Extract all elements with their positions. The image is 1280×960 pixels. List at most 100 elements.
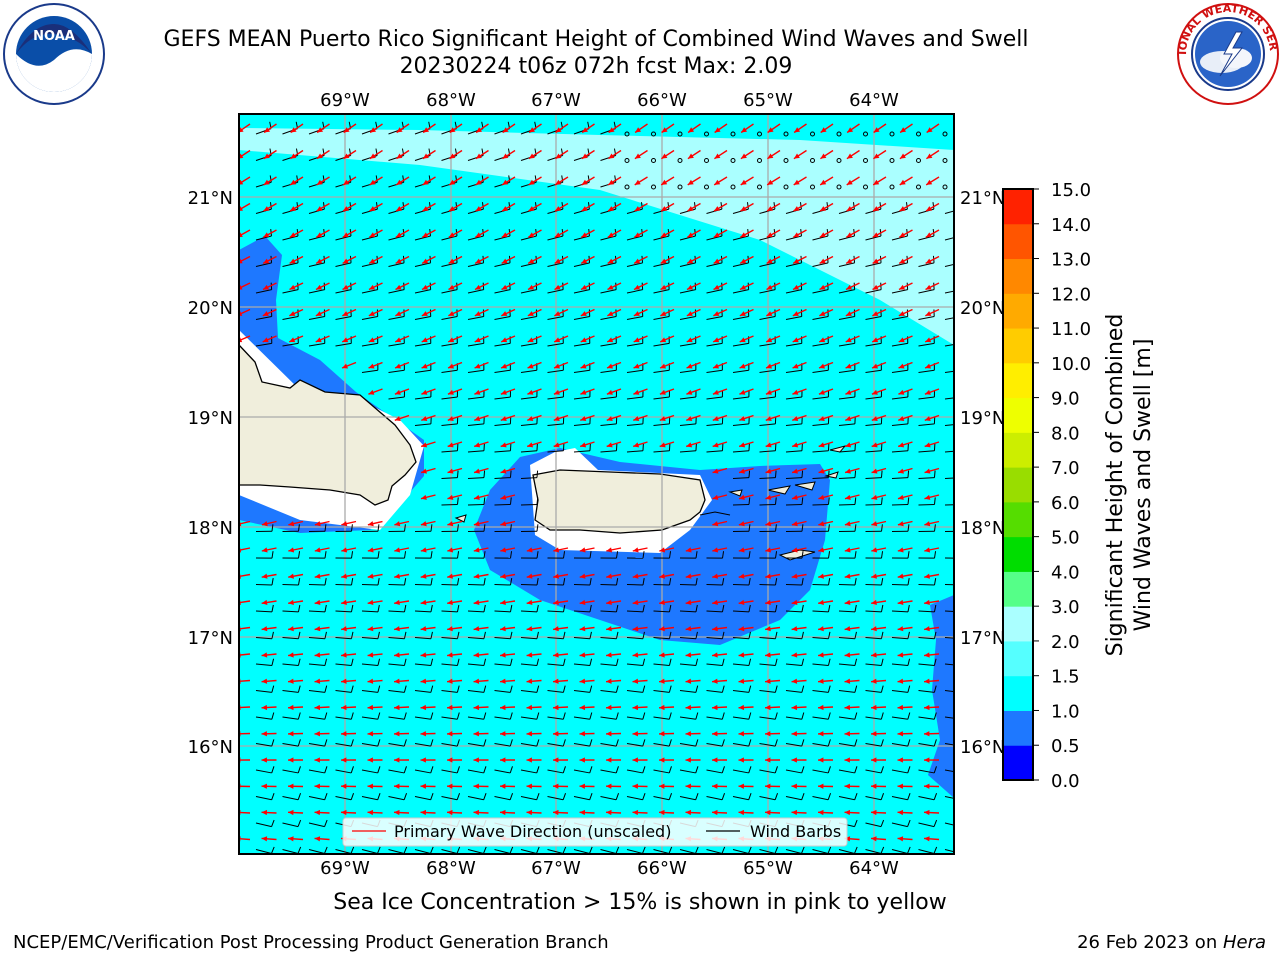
wave-direction-arrow xyxy=(767,149,781,160)
wave-direction-arrow xyxy=(659,388,675,395)
wave-direction-arrow xyxy=(791,547,807,553)
wind-barb xyxy=(441,416,459,426)
wave-direction-arrow xyxy=(738,757,754,763)
lon-label-bottom: 69°W xyxy=(320,858,370,879)
wind-barb xyxy=(704,184,709,190)
wind-barb xyxy=(918,551,937,559)
wind-barb xyxy=(812,497,830,506)
wave-direction-arrow xyxy=(527,414,542,422)
wind-barb xyxy=(361,766,381,774)
wind-barb xyxy=(653,416,671,426)
wave-direction-arrow xyxy=(342,255,357,265)
wave-direction-arrow xyxy=(367,704,383,711)
wave-direction-arrow xyxy=(422,202,436,212)
colorbar-segment xyxy=(1003,710,1033,746)
wave-direction-arrow xyxy=(606,573,622,579)
wave-direction-arrow xyxy=(499,783,516,789)
wave-direction-arrow xyxy=(871,441,887,448)
wind-barb xyxy=(626,551,645,559)
wave-direction-arrow xyxy=(685,809,701,816)
wave-direction-arrow xyxy=(474,414,489,422)
wind-barb xyxy=(891,470,910,479)
wave-direction-arrow xyxy=(925,255,940,265)
wind-barb xyxy=(706,766,725,774)
wave-direction-arrow xyxy=(447,599,463,606)
wave-direction-arrow xyxy=(846,202,860,212)
wave-direction-arrow xyxy=(261,836,277,842)
wave-direction-arrow xyxy=(844,626,860,632)
wind-barb xyxy=(838,443,856,453)
wind-barb xyxy=(282,766,301,774)
wave-direction-arrow xyxy=(448,229,463,238)
wave-direction-arrow xyxy=(393,809,410,816)
wave-direction-arrow xyxy=(422,176,436,186)
wind-barb xyxy=(388,658,407,667)
wave-direction-arrow xyxy=(553,388,569,395)
wind-barb xyxy=(388,846,408,854)
wave-direction-arrow xyxy=(844,652,860,658)
wind-barb xyxy=(944,769,954,773)
wave-direction-arrow xyxy=(473,467,489,474)
wave-direction-arrow xyxy=(817,731,834,737)
lat-label-left: 21°N xyxy=(188,188,233,209)
wave-direction-arrow xyxy=(632,652,648,658)
wave-direction-arrow xyxy=(686,361,701,369)
colorbar-tick-label: 2.0 xyxy=(1051,632,1080,653)
wind-barb xyxy=(335,578,354,586)
wind-barb xyxy=(838,846,858,854)
wind-barb xyxy=(732,309,750,320)
wind-barb xyxy=(600,631,619,640)
wave-direction-arrow xyxy=(422,123,436,134)
wave-direction-arrow xyxy=(316,229,330,238)
wave-direction-arrow xyxy=(791,441,807,448)
wind-barb xyxy=(282,685,301,693)
wind-barb xyxy=(706,685,725,693)
wave-direction-arrow xyxy=(872,229,887,238)
wave-direction-arrow xyxy=(420,441,436,448)
wave-direction-arrow xyxy=(923,704,940,711)
wind-barb xyxy=(785,766,805,774)
wave-direction-arrow xyxy=(473,731,489,737)
wave-direction-arrow xyxy=(844,704,860,711)
wave-direction-arrow xyxy=(713,176,728,186)
wave-direction-arrow xyxy=(342,202,357,212)
wave-direction-arrow xyxy=(818,335,834,343)
wind-barb xyxy=(942,131,948,137)
wave-direction-arrow xyxy=(764,783,781,789)
wave-direction-arrow xyxy=(289,176,304,186)
wind-barb xyxy=(838,793,858,801)
wave-direction-arrow xyxy=(925,176,940,186)
wave-direction-arrow xyxy=(288,335,304,343)
land-puerto-rico xyxy=(532,469,706,534)
wave-direction-arrow xyxy=(687,202,701,212)
wave-direction-arrow xyxy=(634,123,648,134)
wind-barb xyxy=(785,846,805,854)
wind-barb xyxy=(759,416,777,426)
wind-barb xyxy=(944,637,954,639)
wave-direction-arrow xyxy=(342,176,357,186)
wave-direction-arrow xyxy=(898,308,913,317)
wind-barb xyxy=(759,470,777,479)
wave-direction-arrow xyxy=(341,599,357,606)
wind-barb xyxy=(810,184,815,190)
lat-label-left: 17°N xyxy=(188,628,233,649)
wave-direction-arrow xyxy=(712,494,728,500)
wind-barb xyxy=(361,712,381,720)
wave-direction-arrow xyxy=(554,176,569,186)
wave-direction-arrow xyxy=(738,652,754,658)
wave-direction-arrow xyxy=(608,123,622,134)
wind-barb xyxy=(891,309,909,320)
wave-direction-arrow xyxy=(870,678,887,684)
wind-barb xyxy=(679,739,699,747)
wave-direction-arrow xyxy=(819,229,834,238)
wave-direction-arrow xyxy=(712,467,728,474)
wind-barb xyxy=(467,497,486,506)
wind-barbs xyxy=(255,121,954,854)
wave-direction-arrow xyxy=(393,678,410,684)
wind-barb xyxy=(944,210,954,214)
wind-barb xyxy=(918,685,937,693)
wind-barb xyxy=(626,685,646,693)
colorbar-segment xyxy=(1003,675,1033,711)
wave-direction-arrow xyxy=(844,809,860,816)
wave-direction-arrow xyxy=(898,414,913,422)
